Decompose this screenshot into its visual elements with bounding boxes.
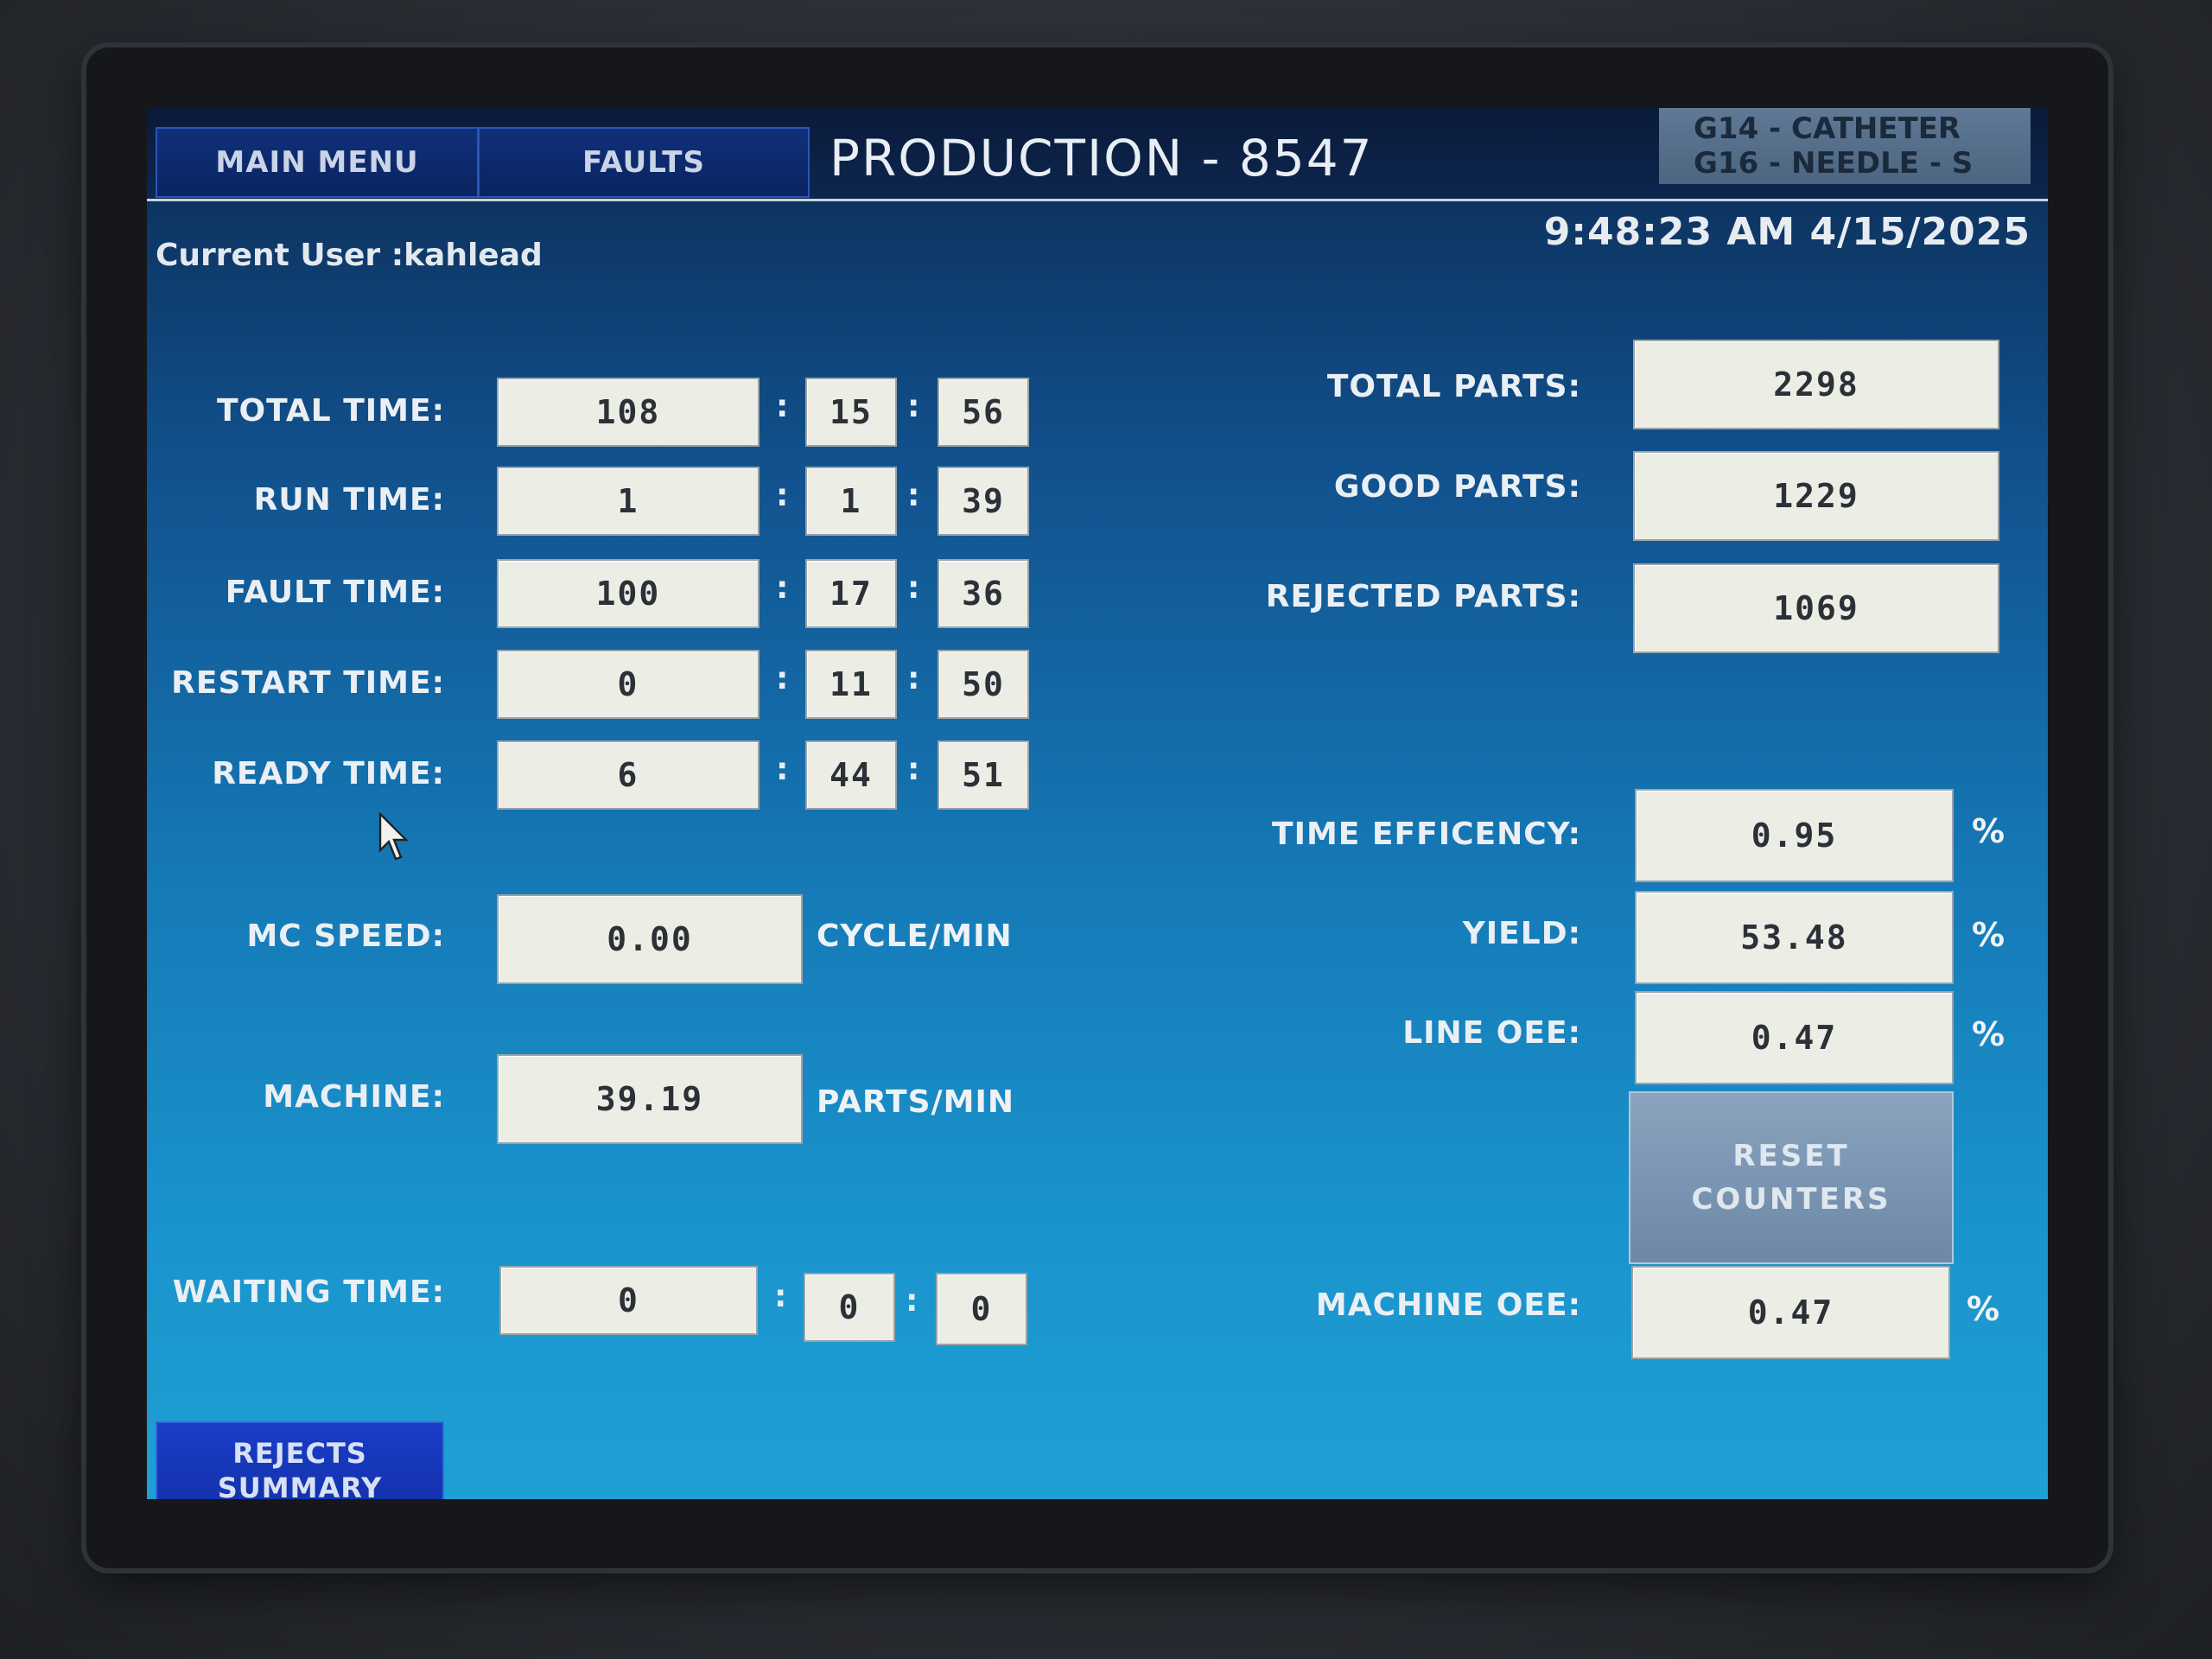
colon: : xyxy=(776,389,789,424)
model-line-1: G14 - CATHETER xyxy=(1694,111,1961,146)
rejects-summary-button[interactable]: REJECTS SUMMARY xyxy=(156,1421,444,1499)
ready-time-seconds: 51 xyxy=(938,741,1029,810)
total-parts-value: 2298 xyxy=(1633,340,1999,429)
reset-counters-line-1: RESET xyxy=(1732,1139,1850,1173)
colon: : xyxy=(907,661,920,696)
percent-sign: % xyxy=(1972,1015,2005,1053)
total-parts-label: TOTAL PARTS: xyxy=(1326,369,1581,404)
hmi-screen: MAIN MENU FAULTS PRODUCTION - 8547 G14 -… xyxy=(147,108,2048,1499)
reset-counters-button[interactable]: RESET COUNTERS xyxy=(1629,1091,1954,1264)
colon: : xyxy=(774,1279,787,1314)
faults-button[interactable]: FAULTS xyxy=(478,127,810,198)
top-bar: MAIN MENU FAULTS PRODUCTION - 8547 G14 -… xyxy=(147,108,2048,201)
good-parts-value: 1229 xyxy=(1633,451,1999,541)
rejects-summary-line-1: REJECTS xyxy=(232,1437,367,1470)
waiting-time-hours: 0 xyxy=(499,1266,758,1335)
machine-rate-value: 39.19 xyxy=(497,1054,803,1144)
colon: : xyxy=(776,570,789,606)
waiting-time-label: WAITING TIME: xyxy=(172,1274,445,1310)
machine-label: MACHINE: xyxy=(263,1079,445,1115)
colon: : xyxy=(907,389,920,424)
mc-speed-unit: CYCLE/MIN xyxy=(817,918,1013,954)
machine-oee-value: 0.47 xyxy=(1631,1266,1950,1359)
colon: : xyxy=(907,570,920,606)
fault-time-label: FAULT TIME: xyxy=(225,575,445,610)
model-line-2: G16 - NEEDLE - S xyxy=(1694,146,1974,181)
restart-time-minutes: 11 xyxy=(805,650,897,719)
ready-time-hours: 6 xyxy=(497,741,760,810)
date-time: 9:48:23 AM 4/15/2025 xyxy=(1543,210,2031,254)
fault-time-minutes: 17 xyxy=(805,559,897,628)
run-time-minutes: 1 xyxy=(805,467,897,536)
fault-time-hours: 100 xyxy=(497,559,760,628)
mc-speed-value: 0.00 xyxy=(497,894,803,984)
restart-time-label: RESTART TIME: xyxy=(171,665,445,701)
total-time-minutes: 15 xyxy=(805,378,897,447)
run-time-seconds: 39 xyxy=(938,467,1029,536)
restart-time-seconds: 50 xyxy=(938,650,1029,719)
current-user: Current User :kahlead xyxy=(156,238,543,273)
line-oee-label: LINE OEE: xyxy=(1402,1015,1581,1051)
mc-speed-label: MC SPEED: xyxy=(246,918,445,954)
time-efficiency-label: TIME EFFICENCY: xyxy=(1272,817,1581,852)
reset-counters-line-2: COUNTERS xyxy=(1691,1182,1891,1217)
main-menu-button[interactable]: MAIN MENU xyxy=(156,127,479,198)
good-parts-label: GOOD PARTS: xyxy=(1333,469,1581,505)
percent-sign: % xyxy=(1972,916,2005,954)
colon: : xyxy=(907,752,920,787)
ready-time-label: READY TIME: xyxy=(212,756,445,791)
total-time-label: TOTAL TIME: xyxy=(216,393,445,429)
model-indicator: G14 - CATHETER G16 - NEEDLE - S xyxy=(1659,108,2031,184)
rejected-parts-value: 1069 xyxy=(1633,563,1999,653)
machine-rate-unit: PARTS/MIN xyxy=(817,1084,1015,1120)
mouse-pointer-icon xyxy=(378,812,409,861)
colon: : xyxy=(776,661,789,696)
waiting-time-seconds: 0 xyxy=(936,1273,1027,1345)
ready-time-minutes: 44 xyxy=(805,741,897,810)
machine-oee-label: MACHINE OEE: xyxy=(1315,1287,1581,1323)
total-time-seconds: 56 xyxy=(938,378,1029,447)
time-efficiency-value: 0.95 xyxy=(1635,789,1954,882)
page-title: PRODUCTION - 8547 xyxy=(830,129,1374,188)
restart-time-hours: 0 xyxy=(497,650,760,719)
colon: : xyxy=(776,478,789,513)
colon: : xyxy=(776,752,789,787)
percent-sign: % xyxy=(1972,812,2005,850)
rejected-parts-label: REJECTED PARTS: xyxy=(1265,579,1581,614)
colon: : xyxy=(907,478,920,513)
fault-time-seconds: 36 xyxy=(938,559,1029,628)
waiting-time-minutes: 0 xyxy=(804,1273,895,1342)
total-time-hours: 108 xyxy=(497,378,760,447)
percent-sign: % xyxy=(1967,1290,2000,1328)
rejects-summary-line-2: SUMMARY xyxy=(217,1471,383,1499)
line-oee-value: 0.47 xyxy=(1635,991,1954,1084)
run-time-label: RUN TIME: xyxy=(253,482,445,518)
yield-label: YIELD: xyxy=(1462,916,1581,951)
colon: : xyxy=(906,1283,918,1319)
yield-value: 53.48 xyxy=(1635,891,1954,984)
run-time-hours: 1 xyxy=(497,467,760,536)
